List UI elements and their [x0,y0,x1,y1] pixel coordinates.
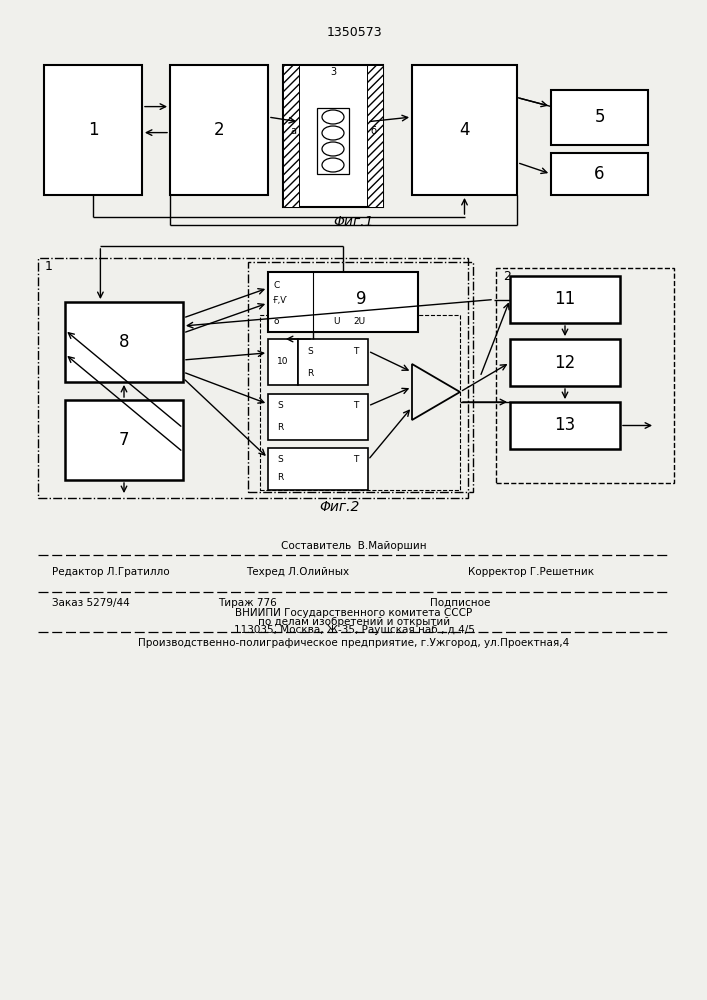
Text: ВНИИПИ Государственного комитета СССР: ВНИИПИ Государственного комитета СССР [235,608,472,618]
Text: Φиг.2: Φиг.2 [320,500,360,514]
Text: a: a [290,126,296,136]
Text: по делам изобретений и открытий: по делам изобретений и открытий [258,617,450,627]
Text: 13: 13 [554,416,575,434]
Bar [268,448,368,490]
Text: Корректор Г.Решетник: Корректор Г.Решетник [468,567,594,577]
Bar [510,339,620,386]
Bar [283,65,299,207]
Text: 8: 8 [119,333,129,351]
Text: 3: 3 [330,67,336,77]
Text: R: R [277,424,283,432]
Bar [551,153,648,195]
Text: Редактор Л.Гратилло: Редактор Л.Гратилло [52,567,170,577]
Bar [496,268,674,483]
Text: 5: 5 [595,108,604,126]
Text: R: R [307,368,313,377]
Text: U: U [333,316,339,326]
Text: 2U: 2U [353,316,365,326]
Bar [412,65,517,195]
Text: 10: 10 [277,358,288,366]
Text: 1350573: 1350573 [326,25,382,38]
Text: T: T [354,347,358,356]
Text: Заказ 5279/44: Заказ 5279/44 [52,598,130,608]
Text: 1: 1 [45,260,53,273]
Text: S: S [277,456,283,464]
Bar [551,90,648,145]
Text: S: S [307,347,313,356]
Bar [283,65,383,207]
Bar [510,276,620,323]
Bar [367,65,383,207]
Bar [65,400,183,480]
Text: 9: 9 [356,290,366,308]
Bar [268,339,298,385]
Bar [268,394,368,440]
Text: C: C [273,280,279,290]
Text: o: o [273,316,279,326]
Bar [38,258,468,498]
Bar [298,339,368,385]
Bar [260,315,460,490]
Text: 6: 6 [595,165,604,183]
Bar [248,262,473,492]
Text: Подписное: Подписное [430,598,491,608]
Text: T: T [354,401,358,410]
Bar [44,65,142,195]
Bar [170,65,268,195]
Text: Тираж 776: Тираж 776 [218,598,276,608]
Text: Техред Л.Олийных: Техред Л.Олийных [246,567,349,577]
Text: Производственно-полиграфическое предприятие, г.Ужгород, ул.Проектная,4: Производственно-полиграфическое предприя… [139,638,570,648]
Text: R: R [277,474,283,483]
Text: Φиг.1: Φиг.1 [334,215,374,229]
Text: 11: 11 [554,290,575,308]
Bar [268,272,418,332]
Text: 1: 1 [88,121,98,139]
Text: 12: 12 [554,354,575,371]
Text: 2: 2 [214,121,224,139]
Text: Ғ,Ѵ: Ғ,Ѵ [273,296,288,304]
Text: T: T [354,456,358,464]
Bar [510,402,620,449]
Text: S: S [277,401,283,410]
Text: 7: 7 [119,431,129,449]
Bar [65,302,183,382]
Text: 4: 4 [460,121,469,139]
Text: б: б [370,126,376,136]
Text: 113035, Москва, Ж-35, Раушская наб., д.4/5: 113035, Москва, Ж-35, Раушская наб., д.4… [233,625,474,635]
Text: 2: 2 [503,270,511,284]
Bar [317,108,349,174]
Text: Составитель  В.Майоршин: Составитель В.Майоршин [281,541,427,551]
